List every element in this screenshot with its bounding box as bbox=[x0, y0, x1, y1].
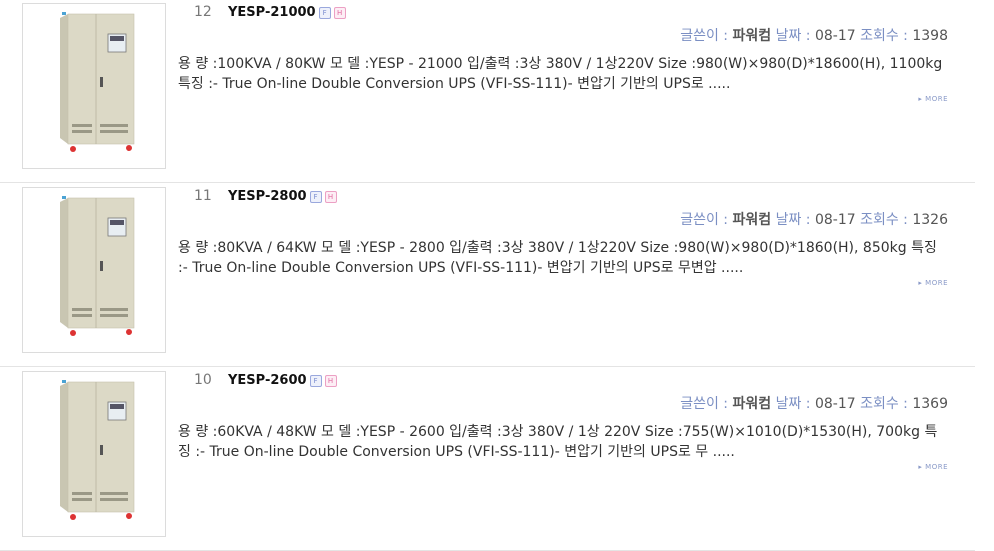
product-thumbnail[interactable] bbox=[22, 371, 166, 537]
list-item: 11 YESP-2800 F H 글쓴이 : 파워컴 날짜 : 08-17 조회수 … bbox=[0, 182, 975, 367]
date: 08-17 bbox=[814, 28, 856, 44]
writer: 파워컴 bbox=[732, 212, 772, 228]
html-badge-icon: H bbox=[333, 7, 346, 19]
item-title-link[interactable]: YESP-2800 F H bbox=[228, 189, 337, 204]
views-label: 조회수 : bbox=[860, 212, 908, 228]
html-badge-icon: H bbox=[324, 375, 337, 387]
item-meta: 글쓴이 : 파워컴 날짜 : 08-17 조회수 : 1398 bbox=[680, 25, 948, 45]
item-meta: 글쓴이 : 파워컴 날짜 : 08-17 조회수 : 1369 bbox=[680, 393, 948, 413]
file-badge-icon: F bbox=[309, 191, 322, 203]
item-number: 11 bbox=[194, 188, 212, 204]
views: 1326 bbox=[912, 212, 948, 228]
date: 08-17 bbox=[814, 212, 856, 228]
item-number: 12 bbox=[194, 4, 212, 20]
product-thumbnail[interactable] bbox=[22, 187, 166, 353]
writer-label: 글쓴이 : bbox=[680, 28, 729, 44]
date: 08-17 bbox=[814, 396, 856, 412]
item-number: 10 bbox=[194, 372, 212, 388]
list-item: 12 YESP-21000 F H 글쓴이 : 파워컴 날짜 : 08-17 조회수… bbox=[0, 0, 975, 183]
more-link[interactable]: ▸ MORE bbox=[918, 95, 948, 103]
ups-cabinet-image bbox=[60, 196, 135, 336]
views: 1398 bbox=[912, 28, 948, 44]
item-description[interactable]: 용 량 :60KVA / 48KW 모 델 :YESP - 2600 입/출력 … bbox=[178, 424, 938, 460]
more-link[interactable]: ▸ MORE bbox=[918, 463, 948, 471]
writer: 파워컴 bbox=[732, 396, 772, 412]
writer-label: 글쓴이 : bbox=[680, 212, 729, 228]
item-description[interactable]: 용 량 :80KVA / 64KW 모 델 :YESP - 2800 입/출력 … bbox=[178, 240, 937, 276]
html-badge-icon: H bbox=[324, 191, 337, 203]
views: 1369 bbox=[912, 396, 948, 412]
writer-label: 글쓴이 : bbox=[680, 396, 729, 412]
list-item: 10 YESP-2600 F H 글쓴이 : 파워컴 날짜 : 08-17 조회수 … bbox=[0, 366, 975, 551]
item-description[interactable]: 용 량 :100KVA / 80KW 모 델 :YESP - 21000 입/출… bbox=[178, 56, 943, 92]
item-title-link[interactable]: YESP-2600 F H bbox=[228, 373, 337, 388]
file-badge-icon: F bbox=[309, 375, 322, 387]
views-label: 조회수 : bbox=[860, 28, 908, 44]
ups-cabinet-image bbox=[60, 12, 135, 152]
ups-cabinet-image bbox=[60, 380, 135, 520]
more-link[interactable]: ▸ MORE bbox=[918, 279, 948, 287]
date-label: 날짜 : bbox=[775, 212, 811, 228]
views-label: 조회수 : bbox=[860, 396, 908, 412]
date-label: 날짜 : bbox=[775, 396, 811, 412]
item-meta: 글쓴이 : 파워컴 날짜 : 08-17 조회수 : 1326 bbox=[680, 209, 948, 229]
product-thumbnail[interactable] bbox=[22, 3, 166, 169]
file-badge-icon: F bbox=[318, 7, 331, 19]
item-title-link[interactable]: YESP-21000 F H bbox=[228, 5, 346, 20]
date-label: 날짜 : bbox=[775, 28, 811, 44]
writer: 파워컴 bbox=[732, 28, 772, 44]
